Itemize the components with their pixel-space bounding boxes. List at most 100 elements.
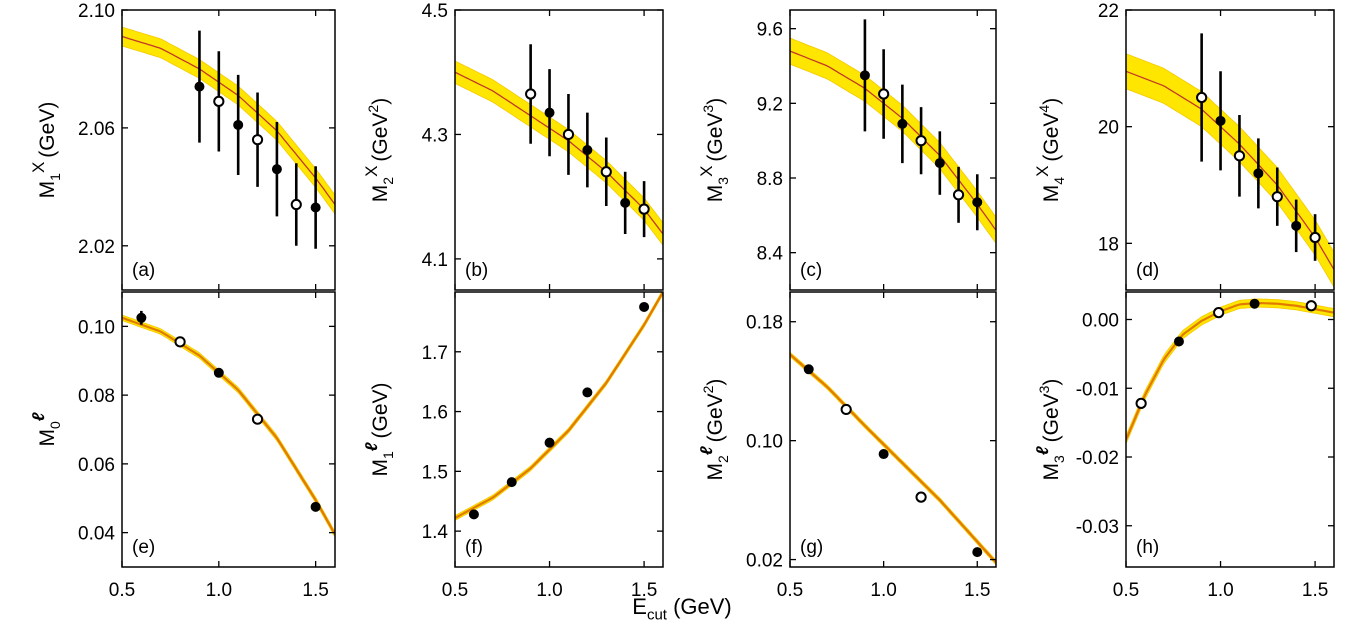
data-point — [915, 135, 927, 147]
data-point — [251, 134, 264, 146]
y-tick-label: -0.01 — [1076, 379, 1119, 400]
panel-frame — [454, 291, 664, 568]
uncertainty-band — [790, 37, 996, 244]
data-point — [952, 189, 965, 201]
y-title-sub: 3 — [715, 177, 731, 185]
x-axis-title-sub: cut — [646, 606, 667, 624]
y-title-sub: 1 — [380, 451, 396, 459]
panel-b: 4.14.34.5(b)M2X(GeV2) — [362, 1, 664, 291]
panel-f: 1.4 1.5 1.6 1.7 0.5 1.0 1.5 (f) M1ℓ (GeV) — [362, 291, 664, 601]
y-axis-title: M4X(GeV4) — [1033, 98, 1067, 202]
x-tick-label: 0.5 — [109, 580, 135, 601]
y-title-sup: ℓ — [29, 412, 48, 421]
y-tick-label: 1.4 — [422, 522, 449, 543]
y-title-unit-close: ) — [704, 379, 727, 386]
y-axis-title: M1ℓ (GeV) — [362, 382, 396, 476]
y-title-sub: 3 — [1051, 455, 1067, 463]
y-title-sup: X — [362, 166, 381, 177]
y-title-sup: ℓ — [697, 446, 716, 455]
panel-c: 8.48.89.29.6(c)M3X(GeV3) — [697, 9, 997, 291]
y-tick-label: 0.06 — [78, 455, 115, 476]
data-point — [194, 81, 205, 92]
y-tick-label: 1.6 — [422, 403, 448, 424]
y-title-sub: 2 — [715, 455, 731, 463]
data-point — [290, 198, 302, 211]
y-tick-label: 0.08 — [78, 386, 115, 407]
y-tick-label: -0.02 — [1076, 448, 1119, 469]
y-tick-label: 9.2 — [757, 94, 783, 115]
data-point — [639, 301, 650, 312]
y-title-sup: ℓ — [1033, 446, 1052, 455]
fit-curve — [122, 35, 335, 205]
panel-a: 2.02 2.06 2.10 (a) M1X (GeV) — [29, 1, 336, 291]
y-title-base: M — [369, 459, 392, 477]
y-title-unit: (GeV — [369, 113, 392, 162]
plot-area-d — [1126, 33, 1334, 288]
data-point — [213, 367, 224, 378]
y-title-sup: ℓ — [362, 442, 381, 451]
x-tick-label: 1.5 — [302, 580, 328, 601]
data-point — [233, 119, 244, 130]
y-axis-title: M3ℓ(GeV3) — [1033, 379, 1067, 481]
y-title-sub: 4 — [1051, 177, 1067, 185]
fit-curve — [1126, 301, 1334, 441]
y-title-unit-sup: 2 — [365, 105, 381, 113]
y-title-unit: (GeV) — [369, 382, 392, 438]
y-title-unit: (GeV — [1040, 113, 1063, 162]
data-point — [213, 95, 225, 107]
data-point — [310, 501, 321, 512]
y-title-sup: X — [29, 162, 48, 173]
panel-label: (a) — [132, 260, 155, 281]
panel-e: 0.04 0.06 0.08 0.10 0.5 1.0 1.5 (e) M0ℓ — [29, 291, 336, 601]
y-title-sub: 1 — [47, 173, 63, 181]
panel-frame — [1125, 291, 1335, 568]
data-point — [972, 197, 983, 208]
y-title-unit: (GeV — [704, 393, 727, 442]
plot-area-f — [455, 292, 663, 521]
y-tick-label: 2.02 — [78, 237, 115, 258]
y-title-sup: X — [697, 166, 716, 177]
data-point — [878, 88, 890, 100]
y-axis-title: M2ℓ(GeV2) — [697, 379, 731, 481]
y-tick-label: 2.10 — [78, 1, 115, 22]
y-title-unit-close: ) — [1040, 379, 1063, 386]
data-point — [1291, 220, 1302, 231]
y-title-unit-close: ) — [704, 98, 727, 105]
data-point — [1305, 300, 1317, 312]
y-axis-title: M0ℓ — [29, 412, 63, 446]
y-title-sup: X — [1033, 166, 1052, 177]
fit-curve — [455, 292, 663, 519]
plot-area-e — [122, 310, 335, 538]
fit-curve — [122, 316, 335, 535]
data-point — [972, 547, 983, 558]
y-tick-label: 1.7 — [422, 343, 448, 364]
uncertainty-band — [1126, 53, 1334, 288]
panel-h: -0.03-0.02-0.010.000.5 1.0 1.5(h)M3ℓ(GeV3) — [1033, 291, 1335, 601]
uncertainty-band — [455, 292, 663, 521]
y-title-base: M — [369, 185, 392, 203]
y-title-unit-close: ) — [369, 98, 392, 105]
y-tick-label: 0.10 — [746, 432, 783, 453]
panel-label: (c) — [800, 260, 822, 281]
panel-label: (h) — [1136, 537, 1159, 558]
data-point — [582, 145, 593, 155]
data-point — [1196, 91, 1208, 104]
x-tick-label: 0.5 — [1113, 580, 1139, 601]
data-point — [562, 128, 575, 141]
data-point — [468, 509, 479, 520]
data-point — [638, 203, 650, 215]
x-tick-label: 1.5 — [631, 580, 657, 601]
y-title-base: M — [36, 429, 59, 447]
y-tick-label: 0.00 — [1082, 311, 1119, 332]
y-tick-label: 22 — [1098, 1, 1119, 22]
fit-curve — [790, 353, 996, 564]
data-point — [1271, 191, 1283, 203]
y-title-sub: 0 — [47, 421, 63, 429]
y-title-base: M — [36, 181, 59, 199]
panel-g: 0.020.100.180.5 1.0 1.5(g)M2ℓ(GeV2) — [697, 291, 997, 601]
data-point — [1309, 231, 1321, 244]
panel-label: (e) — [132, 537, 155, 558]
